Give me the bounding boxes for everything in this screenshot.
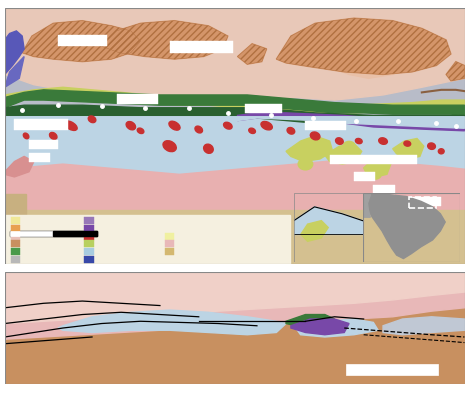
Bar (5, 117, 465, 264)
Bar (5, 8, 465, 123)
Ellipse shape (137, 128, 144, 134)
Bar (305, 121, 346, 130)
Polygon shape (364, 156, 391, 177)
Ellipse shape (204, 144, 213, 153)
Polygon shape (237, 44, 267, 64)
Ellipse shape (343, 141, 355, 151)
Polygon shape (446, 61, 465, 81)
Polygon shape (367, 195, 445, 258)
Polygon shape (5, 8, 465, 104)
Ellipse shape (428, 143, 436, 149)
Ellipse shape (310, 132, 320, 140)
Polygon shape (5, 87, 465, 113)
Ellipse shape (261, 121, 272, 130)
Polygon shape (296, 319, 378, 337)
Polygon shape (286, 314, 335, 328)
Ellipse shape (379, 138, 387, 144)
Polygon shape (102, 20, 228, 59)
Bar (29, 152, 50, 162)
Polygon shape (58, 310, 286, 335)
Ellipse shape (336, 138, 343, 144)
Ellipse shape (356, 138, 362, 144)
Bar (53, 230, 97, 236)
Bar (165, 232, 174, 240)
Bar (14, 119, 68, 130)
Polygon shape (5, 159, 465, 264)
Bar (5, 193, 26, 264)
Ellipse shape (287, 128, 295, 134)
Bar (330, 155, 417, 164)
Ellipse shape (195, 126, 202, 133)
Polygon shape (286, 136, 333, 162)
Bar (5, 215, 290, 264)
Polygon shape (5, 156, 34, 177)
Ellipse shape (369, 169, 382, 179)
Ellipse shape (163, 141, 176, 152)
Polygon shape (363, 195, 370, 217)
Bar (10, 248, 20, 255)
Bar (84, 256, 94, 263)
Polygon shape (301, 221, 328, 241)
Bar (29, 140, 58, 149)
Polygon shape (294, 207, 363, 234)
Bar (409, 197, 437, 208)
Polygon shape (237, 113, 465, 131)
Ellipse shape (438, 149, 444, 154)
Bar (84, 217, 94, 224)
Bar (246, 104, 282, 113)
Bar (84, 240, 94, 247)
Bar (5, 210, 465, 264)
Polygon shape (5, 272, 465, 339)
Bar (374, 197, 441, 206)
Polygon shape (22, 20, 140, 61)
Ellipse shape (330, 223, 340, 232)
Polygon shape (325, 143, 362, 164)
Polygon shape (5, 90, 465, 115)
Polygon shape (5, 31, 24, 74)
Bar (10, 232, 20, 240)
Bar (10, 225, 20, 232)
Bar (9, 230, 53, 236)
Ellipse shape (169, 121, 180, 130)
Ellipse shape (401, 149, 413, 159)
Bar (84, 248, 94, 255)
Polygon shape (276, 18, 451, 74)
Ellipse shape (404, 141, 410, 146)
Bar (374, 184, 395, 193)
Bar (10, 256, 20, 263)
Polygon shape (5, 117, 465, 128)
Polygon shape (291, 319, 349, 335)
Ellipse shape (23, 133, 29, 139)
Polygon shape (5, 105, 465, 123)
Bar (170, 41, 233, 53)
Bar (165, 240, 174, 247)
Bar (117, 94, 158, 104)
Bar (84, 225, 94, 232)
Ellipse shape (88, 116, 96, 123)
Bar (58, 35, 107, 46)
Ellipse shape (346, 156, 352, 162)
Polygon shape (5, 272, 465, 323)
Bar (9, 230, 97, 236)
Bar (165, 248, 174, 255)
Bar (10, 240, 20, 247)
Ellipse shape (49, 132, 57, 139)
Polygon shape (325, 40, 407, 78)
Bar (84, 232, 94, 240)
Bar (346, 364, 438, 375)
Polygon shape (5, 57, 24, 87)
Bar (10, 217, 20, 224)
Bar (354, 172, 375, 181)
Ellipse shape (126, 121, 136, 130)
Ellipse shape (64, 121, 77, 130)
Polygon shape (393, 139, 424, 159)
Polygon shape (383, 317, 465, 335)
Ellipse shape (249, 128, 255, 134)
Ellipse shape (224, 122, 232, 129)
Ellipse shape (298, 158, 313, 170)
